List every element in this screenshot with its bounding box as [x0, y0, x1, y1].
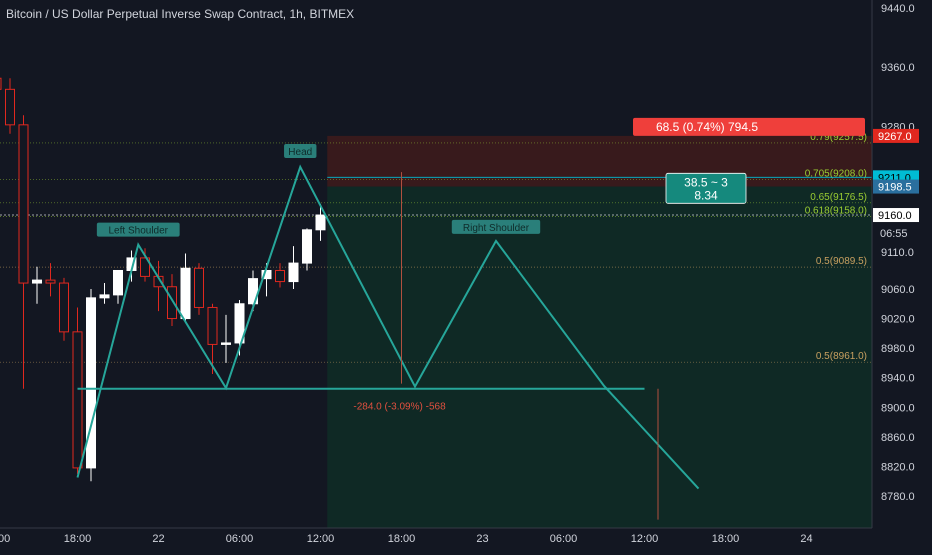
candle-body	[167, 286, 177, 320]
y-tick-label: 8780.0	[881, 491, 915, 503]
x-tick-label: 18:00	[388, 533, 416, 545]
x-tick-label: 12:00	[0, 533, 10, 545]
head-shoulders-pattern	[76, 164, 700, 490]
candle-body	[99, 294, 110, 299]
fib-label: 0.5(9089.5)	[816, 256, 867, 267]
y-tick-label: 8980.0	[881, 343, 915, 355]
y-tick-label: 8900.0	[881, 402, 915, 414]
candle-body	[113, 269, 123, 296]
candle-body	[5, 88, 15, 126]
y-tick-label: 8860.0	[881, 432, 915, 444]
x-tick-label: 18:00	[64, 533, 92, 545]
chart-title: Bitcoin / US Dollar Perpetual Inverse Sw…	[6, 7, 355, 21]
stop-label-bg	[633, 117, 865, 136]
x-tick-label: 22	[152, 533, 164, 545]
y-tick-label: 9110.0	[881, 247, 914, 259]
head-label: Head	[288, 147, 312, 158]
x-tick-label: 12:00	[307, 533, 335, 545]
candle-body	[18, 124, 29, 284]
candle-body	[315, 214, 326, 231]
price-tag: 9198.5	[878, 182, 912, 194]
x-tick-label: 12:00	[631, 533, 659, 545]
y-tick-label: 8820.0	[881, 461, 915, 473]
left-shoulder-label: Left Shoulder	[109, 226, 169, 237]
candle-body	[194, 267, 204, 308]
y-tick-label: 8940.0	[881, 373, 915, 385]
fib-label: 0.79(9257.5)	[810, 132, 867, 143]
candle-body	[180, 267, 191, 320]
stop-zone	[327, 135, 872, 187]
price-tag-bg	[873, 128, 919, 143]
y-axis-bg	[872, 0, 932, 528]
target-zone	[327, 186, 872, 528]
candle-body	[275, 269, 285, 283]
x-tick-label: 06:00	[550, 533, 578, 545]
candle-body	[32, 279, 42, 284]
candle-body	[207, 306, 218, 345]
y-tick-label: 9060.0	[881, 284, 915, 296]
price-tag-bg	[873, 179, 919, 194]
y-tick-label: 9440.0	[881, 3, 915, 15]
fib-label: 0.65(9176.5)	[810, 192, 867, 203]
head-label-bg	[284, 143, 317, 158]
stop-label: 68.5 (0.74%) 794.5	[656, 120, 758, 134]
candle-body	[86, 297, 96, 469]
fib-label: 0.705(9208.0)	[805, 169, 867, 180]
fib-label: 0.5(8961.0)	[816, 351, 867, 362]
entry-label-2: 8.34	[694, 188, 718, 202]
y-tick-label: 9360.0	[881, 62, 915, 74]
candle-body	[302, 229, 312, 264]
entry-label-1: 38.5 ~ 3	[684, 175, 728, 189]
candle-body	[234, 303, 245, 344]
candle-body	[45, 279, 56, 284]
left-shoulder-label-bg	[96, 222, 180, 237]
candle-body	[59, 282, 69, 333]
countdown-label: 06:55	[880, 228, 908, 240]
x-tick-label: 06:00	[226, 533, 254, 545]
price-tag: 9267.0	[878, 131, 912, 143]
measure-label: -284.0 (-3.09%) -568	[353, 402, 446, 413]
x-tick-label: 23	[476, 533, 488, 545]
candle-body	[288, 262, 299, 283]
right-shoulder-label-bg	[451, 219, 541, 234]
candle-body	[72, 331, 83, 469]
candle-body	[221, 342, 231, 345]
candle-body	[0, 77, 2, 90]
candle-body	[140, 257, 150, 277]
fib-label: 0.618(9158.0)	[805, 206, 867, 217]
x-tick-label: 24	[800, 533, 812, 545]
x-axis-bg	[0, 528, 932, 550]
price-tag: 9160.0	[878, 210, 912, 222]
entry-label-bg	[665, 172, 747, 204]
price-tag-bg	[873, 208, 919, 223]
y-tick-label: 9020.0	[881, 314, 915, 326]
right-shoulder-label: Right Shoulder	[463, 223, 530, 234]
x-tick-label: 18:00	[712, 533, 740, 545]
